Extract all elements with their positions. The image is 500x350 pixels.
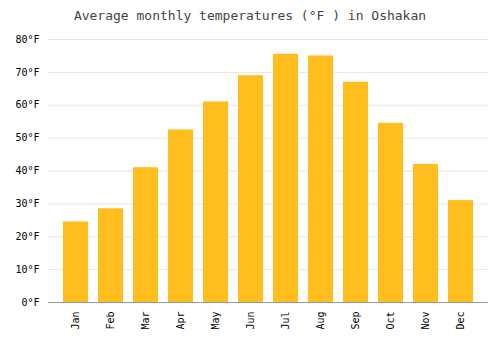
svg-text:Dec: Dec [455, 312, 466, 330]
svg-text:0°F: 0°F [21, 297, 39, 308]
svg-text:Jul: Jul [280, 312, 291, 330]
svg-text:20°F: 20°F [15, 231, 39, 242]
svg-text:30°F: 30°F [15, 198, 39, 209]
svg-text:May: May [210, 312, 221, 330]
svg-text:10°F: 10°F [15, 264, 39, 275]
svg-text:70°F: 70°F [15, 67, 39, 78]
svg-text:Oct: Oct [385, 312, 396, 330]
svg-text:50°F: 50°F [15, 132, 39, 143]
svg-text:Jan: Jan [70, 312, 81, 330]
svg-text:Jun: Jun [245, 312, 256, 330]
svg-text:Aug: Aug [315, 312, 326, 330]
svg-text:40°F: 40°F [15, 165, 39, 176]
html-text:Average monthly temperatures (: Average monthly temperatures (°F ) in Os… [73, 8, 427, 23]
svg-text:80°F: 80°F [15, 34, 39, 45]
svg-text:Sep: Sep [350, 312, 361, 330]
svg-text:60°F: 60°F [15, 99, 39, 110]
svg-text:Feb: Feb [105, 312, 116, 330]
svg-text:Apr: Apr [175, 312, 186, 330]
svg-text:Nov: Nov [420, 312, 431, 330]
svg-text:Mar: Mar [140, 312, 151, 330]
